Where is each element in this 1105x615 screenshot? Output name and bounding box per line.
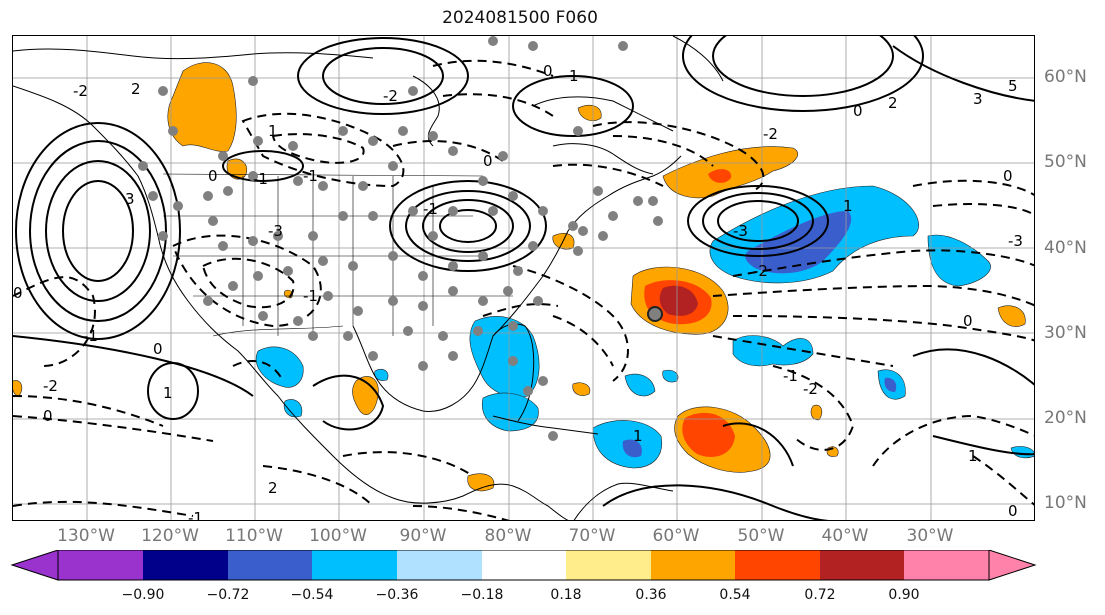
lon-label: 80°W [484, 526, 532, 546]
contour-label: 1 [633, 427, 643, 445]
contour-label: -1 [253, 170, 268, 188]
colorbar-segment [482, 550, 566, 580]
contour-label: 0 [1003, 167, 1013, 185]
map-title: 2024081500 F060 [442, 8, 598, 28]
contour-label: 0 [208, 167, 218, 185]
contour-label: 0 [13, 284, 23, 302]
contour-label: 1 [163, 384, 173, 402]
contour-label: 0 [543, 62, 553, 80]
colorbar-segment [228, 550, 312, 580]
colorbar-tick-label: 0.36 [635, 587, 667, 603]
contours-solid [13, 36, 1034, 520]
contour-label: 2 [888, 94, 898, 112]
lon-label: 100°W [309, 526, 367, 546]
contour-label: 1 [268, 122, 278, 140]
contour-label: 0 [853, 102, 863, 120]
contour-label: -2 [73, 82, 88, 100]
lon-label: 130°W [57, 526, 115, 546]
contours-dashed [13, 59, 1034, 520]
contour-label: 0 [963, 312, 973, 330]
political-borders [162, 173, 513, 337]
contour-label: 3 [125, 190, 135, 208]
contour-label: -2 [753, 262, 768, 280]
contour-label: 5 [1008, 77, 1018, 95]
map-canvas: 2 -2 0 -1 1 3 -3 5 -2 0 2 3 0 -1 1 -2 -1… [13, 36, 1034, 521]
contour-label: 1 [968, 447, 978, 465]
contour-label: -1 [83, 327, 98, 345]
lat-label: 60°N [1044, 67, 1087, 87]
colorbar-tick-label: 0.72 [804, 587, 836, 603]
lon-label: 60°W [652, 526, 700, 546]
colorbar-segment [566, 550, 651, 580]
lat-label: 20°N [1044, 408, 1087, 428]
lon-label: 70°W [568, 526, 616, 546]
contour-label-group: 2 -2 0 -1 1 3 -3 5 -2 0 2 3 0 -1 1 -2 -1… [13, 62, 1023, 521]
contour-label: -1 [423, 200, 438, 218]
contour-label: 0 [1008, 502, 1018, 520]
lat-label: 40°N [1044, 238, 1087, 258]
colorbar-extend-high [988, 550, 1037, 581]
map-panel: 2 -2 0 -1 1 3 -3 5 -2 0 2 3 0 -1 1 -2 -1… [12, 35, 1035, 521]
contour-label: 0 [483, 152, 493, 170]
colorbar-tick-label: −0.18 [460, 587, 504, 603]
contour-label: -2 [763, 125, 778, 143]
lat-label: 30°N [1044, 323, 1087, 343]
contour-label: -1 [188, 509, 203, 521]
lon-label: 90°W [399, 526, 447, 546]
contour-label: -3 [268, 222, 283, 240]
colorbar-segment [58, 550, 143, 580]
colorbar-segment [735, 550, 820, 580]
shade-positive-canada [167, 62, 237, 152]
colorbar-segment [312, 550, 397, 580]
contour-label: 1 [569, 67, 579, 85]
colorbar-tick-label: −0.72 [206, 587, 250, 603]
contour-label: -3 [733, 222, 748, 240]
colorbar-tick-label: −0.36 [375, 587, 419, 603]
colorbar-tick-label: −0.90 [121, 587, 165, 603]
colorbar [10, 550, 1037, 581]
shade-positive-newfoundland [662, 146, 799, 199]
contour-label: -1 [303, 287, 318, 305]
contour-label: 2 [268, 479, 278, 497]
contour-label: -2 [383, 87, 398, 105]
colorbar-tick-label: 0.18 [550, 587, 582, 603]
colorbar-segment [397, 550, 482, 580]
contour-label: -3 [1008, 232, 1023, 250]
contour-label: -1 [783, 367, 798, 385]
lon-label: 40°W [821, 526, 869, 546]
colorbar-segment [143, 550, 228, 580]
contour-label: 0 [153, 340, 163, 358]
contour-label: 3 [973, 90, 983, 108]
colorbar-segment [904, 550, 989, 580]
lat-label: 10°N [1044, 493, 1087, 513]
contour-label: -2 [43, 377, 58, 395]
colorbar-segment [651, 550, 735, 580]
lon-label: 120°W [141, 526, 199, 546]
contour-label: 0 [43, 407, 53, 425]
contour-label: 2 [131, 80, 141, 98]
colorbar-extend-low [10, 550, 59, 581]
lon-label: 50°W [737, 526, 785, 546]
lat-label: 50°N [1044, 152, 1087, 172]
shaded-fields [13, 62, 1034, 492]
contour-label: -1 [303, 167, 318, 185]
contour-label: -2 [803, 380, 818, 398]
colorbar-tick-label: 0.54 [719, 587, 751, 603]
observation-dots [138, 36, 663, 441]
graticule [13, 36, 1034, 520]
colorbar-tick-label: 0.90 [888, 587, 920, 603]
contour-label: 1 [843, 197, 853, 215]
storm-marker [647, 306, 663, 322]
lon-label: 30°W [906, 526, 954, 546]
colorbar-tick-label: −0.54 [290, 587, 334, 603]
colorbar-segment [820, 550, 904, 580]
lon-label: 110°W [225, 526, 283, 546]
